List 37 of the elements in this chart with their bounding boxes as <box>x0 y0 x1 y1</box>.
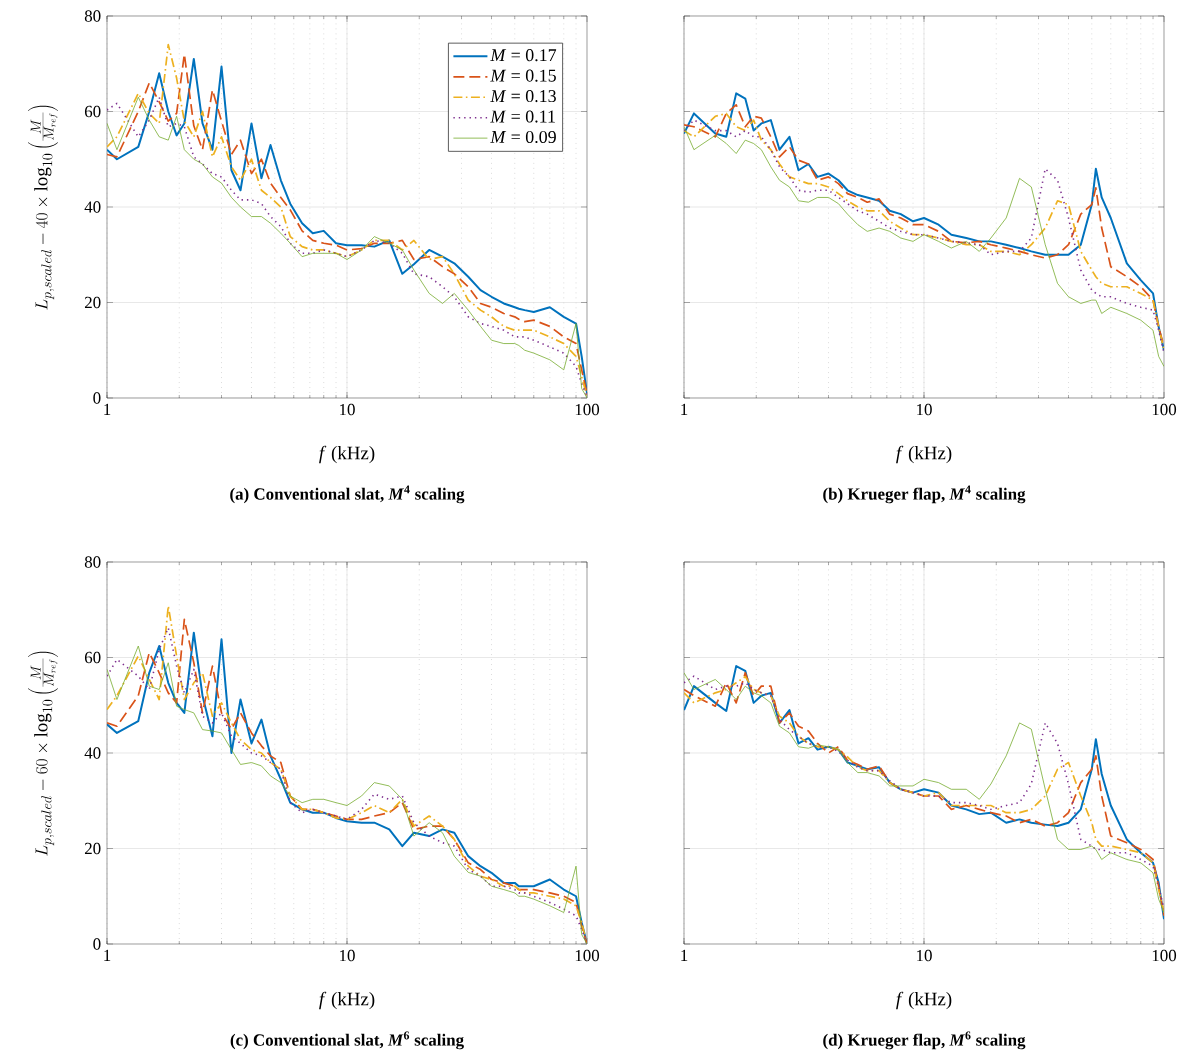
legend-label: M = 0.09 <box>490 130 556 144</box>
y-tick-label: 80 <box>84 10 101 22</box>
text: (d) Krueger flap, M$^{6}$ scaling <box>823 1031 1026 1050</box>
y-tick-label: 0 <box>93 392 101 404</box>
y-tick-label: 20 <box>84 842 101 855</box>
text: (a) Conventional slat, M$^{4}$ scaling <box>230 485 465 504</box>
y-tick-label: 40 <box>84 201 101 213</box>
y-tick-label: 60 <box>84 651 101 664</box>
x-tick-label: 1 <box>681 403 688 416</box>
x-tick-label: 100 <box>1152 403 1177 416</box>
x-tick-label: 1 <box>104 403 111 416</box>
x-tick-label: 10 <box>917 403 932 416</box>
x-tick-label: 1 <box>104 949 111 962</box>
x-tick-label: 10 <box>917 949 932 962</box>
y-tick-label: 40 <box>84 747 101 759</box>
x-tick-label: 100 <box>575 949 600 962</box>
y-tick-label: 20 <box>84 296 101 309</box>
legend-label: M = 0.15 <box>490 69 556 82</box>
x-axis-title: f (kHz) <box>896 991 952 1010</box>
x-tick-label: 10 <box>340 403 355 416</box>
y-axis-title: $L_{p,scaled} - 40 \times \log_{10}\left(\frac{M}{M_{ref}}\right)$ <box>28 105 58 310</box>
x-axis-title: f (kHz) <box>896 445 952 464</box>
legend-label: M = 0.13 <box>490 90 556 103</box>
x-axis-title: f (kHz) <box>319 991 375 1010</box>
x-tick-label: 10 <box>340 949 355 962</box>
x-tick-label: 1 <box>681 949 688 962</box>
x-tick-label: 100 <box>1152 949 1177 962</box>
x-axis-title: f (kHz) <box>319 445 375 464</box>
text: (c) Conventional slat, M$^{6}$ scaling <box>230 1031 464 1050</box>
legend-label: M = 0.11 <box>490 110 555 123</box>
y-axis-title: $L_{p,scaled} - 60 \times \log_{10}\left(\frac{M}{M_{ref}}\right)$ <box>28 651 58 856</box>
legend-label: M = 0.17 <box>490 49 557 62</box>
y-tick-label: 0 <box>93 938 101 950</box>
x-tick-label: 100 <box>575 403 600 416</box>
y-tick-label: 80 <box>84 556 101 568</box>
y-tick-label: 60 <box>84 105 101 118</box>
text: (b) Krueger flap, M$^{4}$ scaling <box>823 485 1026 504</box>
